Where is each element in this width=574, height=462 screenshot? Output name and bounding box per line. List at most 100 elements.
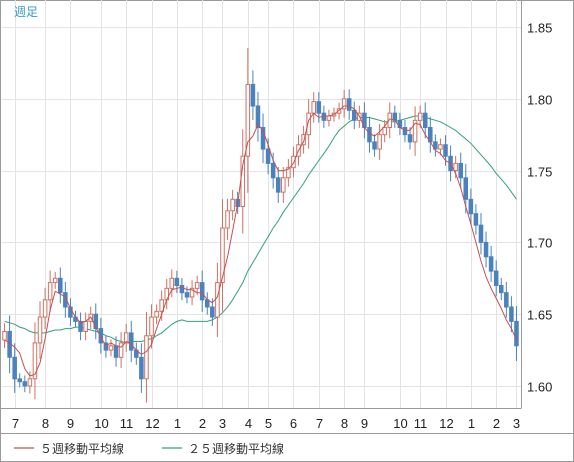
candle-body-down: [179, 284, 185, 294]
candle-body-down: [265, 148, 271, 164]
candle-body-down: [316, 101, 322, 114]
x-tick-label: 2: [199, 416, 206, 431]
candle-body-up: [144, 335, 149, 380]
x-tick-label: 8: [341, 416, 348, 431]
candle-body-down: [58, 277, 63, 294]
candle-body-up: [286, 167, 291, 179]
candle-body-up: [377, 134, 382, 150]
x-tick-label: 3: [219, 416, 226, 431]
candle-body-down: [98, 328, 104, 344]
candle-body-up: [194, 282, 200, 289]
candle-body-up: [230, 198, 235, 212]
candle-body-down: [488, 256, 494, 272]
candle-body-down: [210, 306, 215, 318]
candle-body-down: [483, 241, 489, 258]
candle-body-up: [326, 115, 332, 121]
candle-body-up: [118, 342, 124, 358]
x-tick-label: 10: [393, 416, 407, 431]
candle-body-down: [443, 144, 448, 157]
candle-body-up: [220, 227, 225, 284]
ma5-line: [4, 105, 517, 377]
y-tick-label: 1.85: [527, 21, 552, 36]
candle-body-up: [47, 282, 53, 301]
x-tick-label: 5: [265, 416, 272, 431]
candle-body-down: [458, 162, 463, 179]
candle-body-down: [275, 177, 281, 193]
candle-body-down: [78, 320, 83, 332]
candle-body-up: [225, 210, 230, 229]
candle-body-down: [407, 134, 413, 143]
candle-body-down: [514, 320, 519, 347]
candle-body-up: [32, 342, 38, 380]
candle-body-down: [478, 224, 484, 243]
candle-body-down: [250, 83, 256, 107]
candle-body-up: [382, 127, 387, 136]
legend: ５週移動平均線 ２５週移動平均線: [14, 441, 284, 456]
candle-body-up: [438, 144, 443, 150]
candle-body-up: [27, 378, 33, 387]
candle-body-up: [149, 316, 154, 337]
candle-body-down: [473, 213, 479, 226]
candle-body-down: [493, 270, 499, 286]
candle-body-up: [154, 310, 159, 318]
candle-body-up: [301, 134, 306, 146]
candle-body-up: [387, 112, 393, 129]
candle-body-up: [311, 101, 316, 114]
x-axis-labels: 7 8 9 10 11 12 1 2 3 4 5 6 7 8 9 10 11 12 1 2 3: [12, 416, 520, 431]
ma25-group: [4, 115, 517, 344]
candle-body-down: [103, 342, 109, 351]
y-tick-label: 1.75: [527, 165, 552, 180]
candle-body-down: [509, 306, 514, 322]
x-tick-label: 1: [174, 416, 181, 431]
candle-body-up: [306, 112, 311, 136]
candle-body-up: [215, 282, 220, 318]
candle-body-down: [372, 141, 377, 150]
candle-body-up: [417, 112, 423, 121]
candle-body-up: [123, 332, 129, 344]
candle-body-down: [270, 162, 276, 179]
candle-body-down: [17, 378, 23, 383]
candle-body-up: [2, 330, 7, 341]
x-tick-label: 3: [513, 416, 520, 431]
candle-body-down: [498, 284, 504, 294]
candle-body-up: [169, 277, 175, 289]
candle-body-down: [392, 112, 398, 121]
candle-body-down: [128, 332, 134, 351]
candle-body-down: [468, 198, 474, 215]
legend-label-ma25: ２５週移動平均線: [188, 441, 284, 456]
candle-body-up: [108, 345, 114, 351]
x-tick-label: 2: [493, 416, 500, 431]
candle-body-down: [346, 98, 352, 111]
x-tick-label: 10: [94, 416, 108, 431]
candle-body-down: [184, 292, 190, 298]
candle-body-down: [367, 127, 372, 143]
x-tick-label: 9: [361, 416, 368, 431]
x-tick-label: 9: [67, 416, 74, 431]
candle-body-up: [336, 108, 342, 114]
candle-body-up: [453, 162, 458, 172]
ma25-line: [4, 115, 517, 344]
candle-body-up: [245, 83, 251, 157]
x-tick-label: 8: [42, 416, 49, 431]
y-axis-labels: 1.85 1.80 1.75 1.70 1.65 1.60: [527, 21, 552, 395]
x-tick-label: 1: [468, 416, 475, 431]
x-tick-label: 11: [120, 416, 134, 431]
candle-body-down: [255, 105, 261, 129]
candle-body-down: [351, 109, 357, 121]
legend-label-ma5: ５週移動平均線: [40, 441, 124, 456]
period-label: 週足: [14, 5, 38, 19]
candle-body-down: [139, 356, 144, 380]
y-tick-label: 1.65: [527, 308, 552, 323]
candle-body-down: [433, 141, 438, 150]
ma5-group: [4, 105, 517, 377]
candle-body-up: [341, 98, 347, 110]
candle-body-down: [113, 345, 119, 358]
candle-body-down: [22, 381, 28, 387]
candle-body-up: [83, 320, 88, 332]
y-tick-label: 1.60: [527, 380, 552, 395]
candle-body-up: [37, 316, 43, 344]
candle-body-down: [93, 313, 99, 330]
candle-body-down: [174, 277, 180, 286]
candle-body-down: [199, 282, 205, 301]
